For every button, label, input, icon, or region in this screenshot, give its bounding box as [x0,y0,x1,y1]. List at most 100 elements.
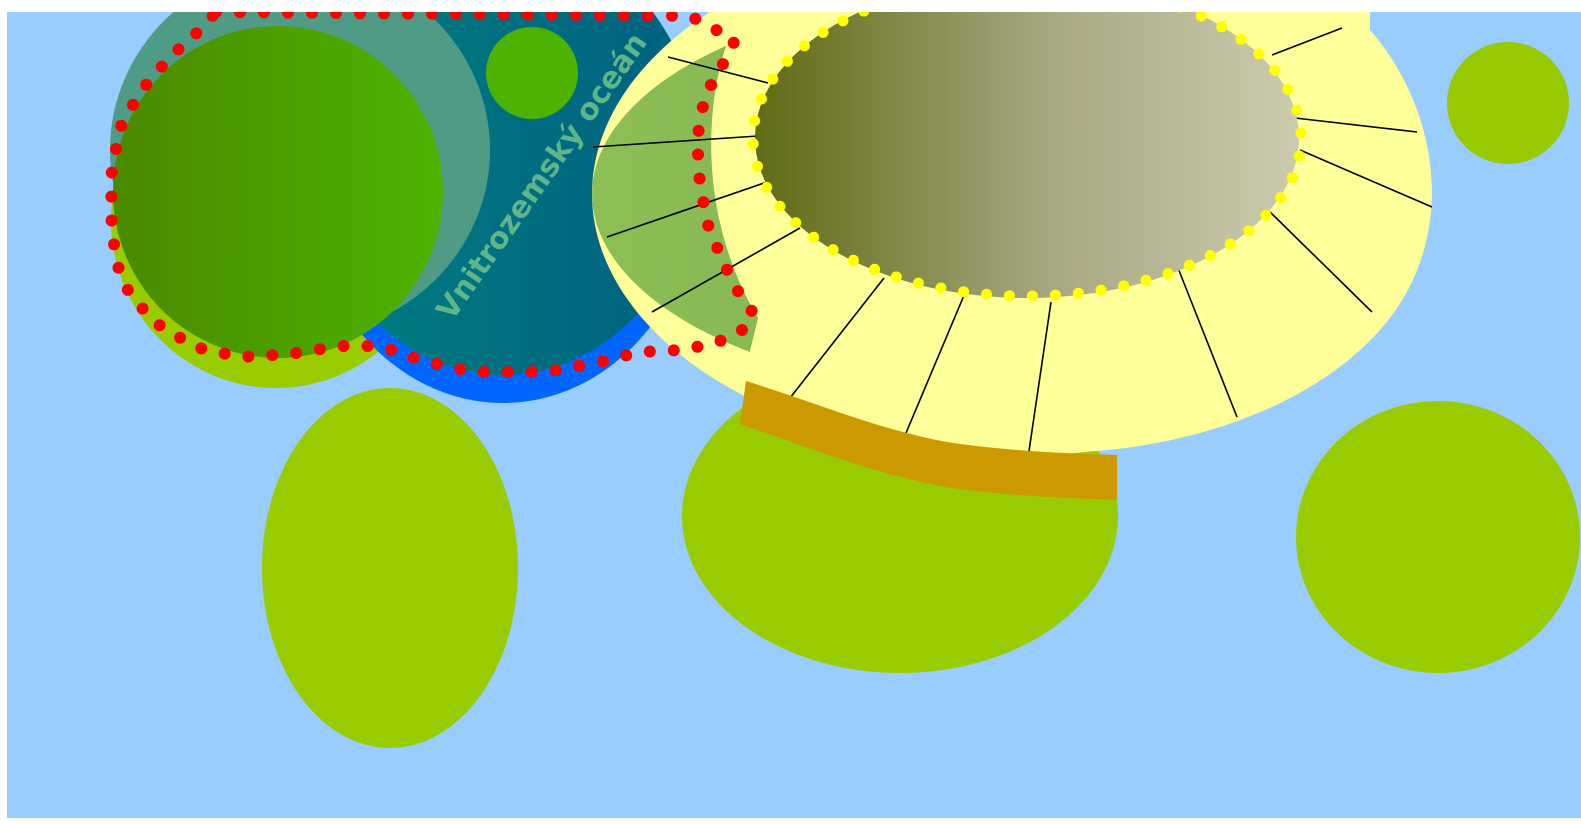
border-dot [697,196,710,209]
border-dot [745,304,758,317]
border-dot [234,12,246,19]
border-dot [306,12,318,19]
border-dot [174,331,187,344]
border-dot [912,277,924,289]
islet-in-ocean [486,27,578,119]
border-dot [354,12,366,20]
island-southwest [262,388,518,748]
border-dot [958,286,970,298]
border-dot [1162,268,1174,279]
border-dot [642,12,654,22]
border-dot [981,288,992,300]
border-dot [847,254,859,266]
border-dot [450,12,462,20]
border-dot [1216,21,1228,33]
border-dot [330,12,342,19]
border-dot [361,340,374,352]
border-dot [570,12,582,21]
border-dot [808,231,820,243]
border-dot [666,12,678,22]
border-dot [402,12,414,20]
border-dot [620,349,633,362]
border-dot [736,324,748,336]
border-dot [890,271,902,283]
border-dot [714,334,727,347]
border-dot [691,340,704,353]
yellow-dotted-border [747,12,1307,302]
border-dot [1204,250,1216,261]
border-dot [858,12,870,17]
border-dot [385,343,397,356]
border-dot [747,138,759,150]
border-dot [206,12,219,22]
border-dot [756,93,767,105]
border-dot [702,219,715,232]
border-dot [290,347,303,359]
border-dot [696,101,709,114]
border-dot [732,285,744,298]
border-dot [1293,150,1305,162]
plateau [755,12,1299,298]
hachure-line [667,56,769,84]
border-dot [1003,290,1015,302]
border-dot [1295,127,1307,139]
border-dot [454,363,467,375]
border-dot [1049,289,1061,301]
border-dot [190,27,203,40]
border-dot [1224,238,1236,250]
border-dot [1253,48,1265,60]
hachure-line [905,292,966,434]
border-dot [1026,290,1038,302]
border-dot [869,263,881,275]
border-dot [136,302,149,315]
border-dot [1183,259,1195,271]
border-dot [549,364,562,377]
border-dot [1260,209,1272,221]
border-dot [781,55,793,67]
island-southeast [1296,401,1580,673]
border-dot [817,27,829,38]
red-dotted-border [105,12,758,378]
border-dot [721,263,733,276]
border-dot [692,124,705,137]
border-dot [430,357,443,370]
border-dot [195,342,208,355]
border-dot [749,115,761,127]
border-dot [474,12,486,21]
border-dot [378,12,390,20]
hachure-line [1294,117,1418,133]
border-dot [710,24,723,37]
hachure-line [1299,149,1433,208]
border-dot [522,12,534,21]
border-dot [282,12,294,19]
border-dot [242,350,255,363]
border-dot [1235,33,1247,45]
border-dot [258,12,270,19]
border-dot [218,347,231,360]
border-dot [618,12,630,22]
border-dot [501,366,514,378]
border-dot [105,214,118,227]
border-dot [498,12,510,21]
border-dot [667,344,680,357]
border-dot [935,282,947,294]
border-dot [643,345,656,358]
border-dot [546,12,558,21]
hachure-line [1177,267,1238,418]
border-dot [477,366,490,378]
forest-west [113,26,443,358]
border-dot [693,172,706,185]
border-dot [596,355,609,368]
border-dot [110,143,122,155]
border-dot [752,160,763,172]
hachure-line [1028,301,1052,452]
border-dot [525,366,538,378]
border-dot [1118,280,1130,292]
border-dot [313,343,326,356]
border-dot [727,36,740,49]
border-dot [153,319,166,332]
border-dot [407,351,420,364]
border-dot [112,261,125,274]
border-dot [1177,12,1183,13]
